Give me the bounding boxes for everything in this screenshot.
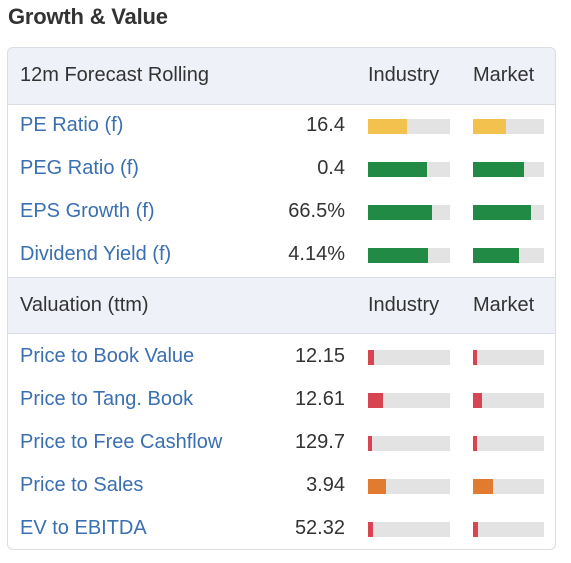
table-row: EV to EBITDA 52.32 (8, 508, 555, 549)
industry-bar (368, 248, 450, 263)
metric-link[interactable]: Price to Book Value (20, 345, 195, 367)
market-bar (473, 119, 544, 134)
table-row: EPS Growth (f) 66.5% (8, 191, 555, 234)
section-title: Valuation (ttm) (20, 294, 149, 316)
metric-link[interactable]: Price to Tang. Book (20, 388, 194, 410)
industry-bar-fill (368, 162, 428, 177)
column-header-market: Market (473, 64, 535, 86)
section-title: 12m Forecast Rolling (20, 64, 209, 86)
column-header-market: Market (473, 294, 535, 316)
market-bar-fill (473, 205, 532, 220)
table-row: Price to Tang. Book 12.61 (8, 379, 555, 422)
market-bar (473, 248, 544, 263)
table-row: Price to Book Value 12.15 (8, 336, 555, 379)
market-bar-fill (473, 393, 483, 408)
market-bar (473, 350, 544, 365)
market-bar (473, 393, 544, 408)
market-bar (473, 479, 544, 494)
metric-value: 52.32 (294, 517, 345, 539)
market-bar (473, 436, 544, 451)
table-row: PE Ratio (f) 16.4 (8, 105, 555, 148)
industry-bar-fill (368, 479, 387, 494)
industry-bar-fill (368, 119, 408, 134)
metric-value: 12.61 (294, 388, 345, 410)
table-row: Price to Sales 3.94 (8, 465, 555, 508)
industry-bar (368, 205, 450, 220)
industry-bar (368, 522, 450, 537)
market-bar-fill (473, 436, 477, 451)
metric-value: 4.14% (288, 243, 345, 265)
page-title: Growth & Value (8, 4, 168, 29)
industry-bar-fill (368, 436, 373, 451)
column-header-industry: Industry (368, 294, 440, 316)
industry-bar (368, 436, 450, 451)
metric-value: 66.5% (288, 200, 345, 222)
industry-bar-fill (368, 350, 374, 365)
industry-bar-fill (368, 393, 383, 408)
metric-value: 12.15 (294, 345, 345, 367)
metric-link[interactable]: PEG Ratio (f) (20, 157, 139, 179)
industry-bar (368, 479, 450, 494)
metric-link[interactable]: EV to EBITDA (20, 517, 147, 539)
market-bar-fill (473, 162, 525, 177)
industry-bar (368, 119, 450, 134)
market-bar-fill (473, 119, 506, 134)
market-bar-fill (473, 522, 478, 537)
metric-link[interactable]: Price to Sales (20, 474, 144, 496)
metric-value: 0.4 (317, 157, 345, 179)
market-bar (473, 522, 544, 537)
growth-value-card: 12m Forecast Rolling Industry Market PE … (7, 47, 556, 550)
market-bar-fill (473, 479, 493, 494)
market-bar (473, 205, 544, 220)
metric-value: 129.7 (294, 431, 345, 453)
column-header-industry: Industry (368, 64, 440, 86)
table-row: Dividend Yield (f) 4.14% (8, 234, 555, 277)
section-header-forecast: 12m Forecast Rolling Industry Market (8, 48, 555, 105)
industry-bar (368, 350, 450, 365)
industry-bar-fill (368, 522, 373, 537)
metric-value: 16.4 (306, 114, 345, 136)
metric-link[interactable]: EPS Growth (f) (20, 200, 155, 222)
metric-link[interactable]: PE Ratio (f) (20, 114, 124, 136)
section-header-valuation: Valuation (ttm) Industry Market (8, 277, 555, 334)
industry-bar-fill (368, 248, 428, 263)
industry-bar-fill (368, 205, 432, 220)
industry-bar (368, 393, 450, 408)
market-bar-fill (473, 248, 520, 263)
metric-link[interactable]: Dividend Yield (f) (20, 243, 172, 265)
table-row: Price to Free Cashflow 129.7 (8, 422, 555, 465)
table-row: PEG Ratio (f) 0.4 (8, 148, 555, 191)
metric-link[interactable]: Price to Free Cashflow (20, 431, 223, 453)
industry-bar (368, 162, 450, 177)
metric-value: 3.94 (306, 474, 345, 496)
market-bar (473, 162, 544, 177)
market-bar-fill (473, 350, 478, 365)
